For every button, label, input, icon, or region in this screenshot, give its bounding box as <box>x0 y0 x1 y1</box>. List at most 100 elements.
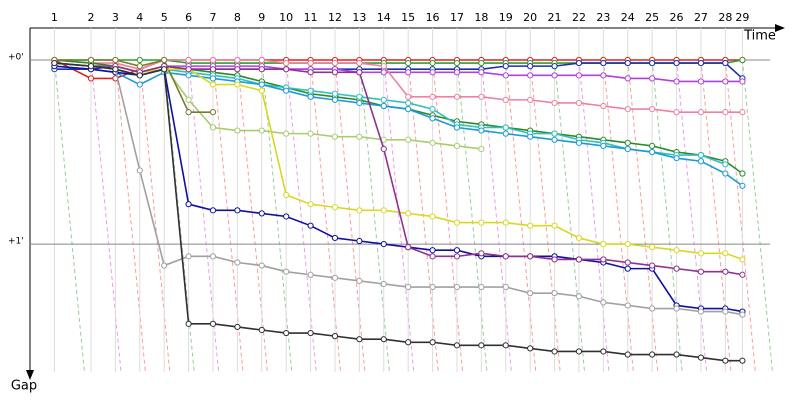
data-point <box>739 109 746 116</box>
data-point <box>87 75 95 82</box>
data-point <box>624 351 631 358</box>
data-point <box>185 66 192 73</box>
data-point <box>258 81 265 88</box>
data-point <box>478 250 485 257</box>
x-tick-label: 20 <box>523 11 537 24</box>
data-point <box>502 63 509 70</box>
data-point <box>575 256 583 263</box>
data-point <box>551 136 558 143</box>
data-point <box>405 339 412 346</box>
data-point <box>478 342 485 349</box>
data-point <box>209 109 217 116</box>
data-point <box>185 253 192 260</box>
lap-slant-line <box>139 59 171 373</box>
x-tick-label: 25 <box>645 11 659 24</box>
data-point <box>356 207 363 214</box>
x-tick-label: 9 <box>258 11 265 24</box>
data-point <box>739 170 746 177</box>
x-tick-label: 8 <box>234 11 241 24</box>
data-point <box>307 222 314 229</box>
data-point <box>502 130 509 137</box>
data-point <box>283 268 290 275</box>
data-point <box>527 253 534 260</box>
x-tick-label: 2 <box>87 11 94 24</box>
data-point <box>429 253 436 260</box>
data-point <box>283 130 290 137</box>
data-point <box>600 256 607 263</box>
lap-slant-line <box>529 59 561 373</box>
data-point <box>136 56 143 64</box>
lap-slant-line <box>310 59 342 373</box>
lap-slant-line <box>285 59 317 373</box>
data-point <box>283 191 290 199</box>
data-point <box>673 155 680 162</box>
data-point <box>478 93 485 100</box>
x-tick-label: 6 <box>185 11 192 24</box>
data-point <box>234 66 241 73</box>
lap-slant-line <box>505 59 537 373</box>
data-point <box>234 127 241 134</box>
data-point <box>551 348 558 355</box>
data-point <box>527 345 534 352</box>
data-point <box>673 59 680 67</box>
data-point <box>502 253 509 260</box>
data-point <box>478 283 485 291</box>
data-point <box>331 90 339 97</box>
data-point <box>478 59 485 67</box>
data-point <box>380 145 387 153</box>
lap-slant-line <box>163 59 195 373</box>
data-point <box>161 66 168 73</box>
data-point <box>527 63 534 70</box>
data-point <box>283 329 290 337</box>
data-point <box>429 115 436 122</box>
x-tick-label: 14 <box>377 11 391 24</box>
data-point <box>307 93 314 100</box>
data-point <box>527 290 534 297</box>
data-point <box>405 105 412 113</box>
data-point <box>697 250 705 257</box>
time-arrow <box>775 24 785 32</box>
data-point <box>478 145 485 153</box>
data-point <box>405 244 412 251</box>
data-point <box>331 333 339 340</box>
data-point <box>739 271 746 278</box>
data-point <box>575 72 583 79</box>
data-point <box>112 56 119 64</box>
data-point <box>51 59 58 67</box>
data-point <box>429 105 436 113</box>
data-point <box>453 124 461 131</box>
data-point <box>575 293 583 300</box>
data-point <box>185 320 192 327</box>
data-point <box>722 78 729 85</box>
data-point <box>600 142 607 150</box>
lap-slant-line <box>724 59 756 373</box>
series-line <box>54 59 743 175</box>
data-point <box>478 127 485 134</box>
data-point <box>258 127 265 134</box>
x-tick-label: 24 <box>621 11 635 24</box>
x-tick-label: 7 <box>209 11 216 24</box>
lap-slant-line <box>236 59 268 373</box>
data-point <box>551 256 558 263</box>
data-point <box>453 342 461 349</box>
x-tick-label: 22 <box>572 11 586 24</box>
lap-slant-line <box>432 59 464 373</box>
data-point <box>673 247 680 254</box>
data-point <box>600 240 607 248</box>
x-tick-label: 23 <box>596 11 610 24</box>
data-point <box>575 139 583 146</box>
x-tick-label: 19 <box>499 11 513 24</box>
data-point <box>258 87 265 94</box>
data-point <box>209 320 217 327</box>
data-point <box>722 161 729 168</box>
data-point <box>551 290 558 297</box>
data-point <box>697 308 705 315</box>
data-point <box>649 148 656 156</box>
data-point <box>453 142 461 150</box>
data-point <box>453 59 461 67</box>
data-point <box>649 244 656 251</box>
data-point <box>356 99 363 107</box>
data-point <box>649 142 656 150</box>
data-point <box>673 109 680 116</box>
data-point <box>697 78 705 85</box>
